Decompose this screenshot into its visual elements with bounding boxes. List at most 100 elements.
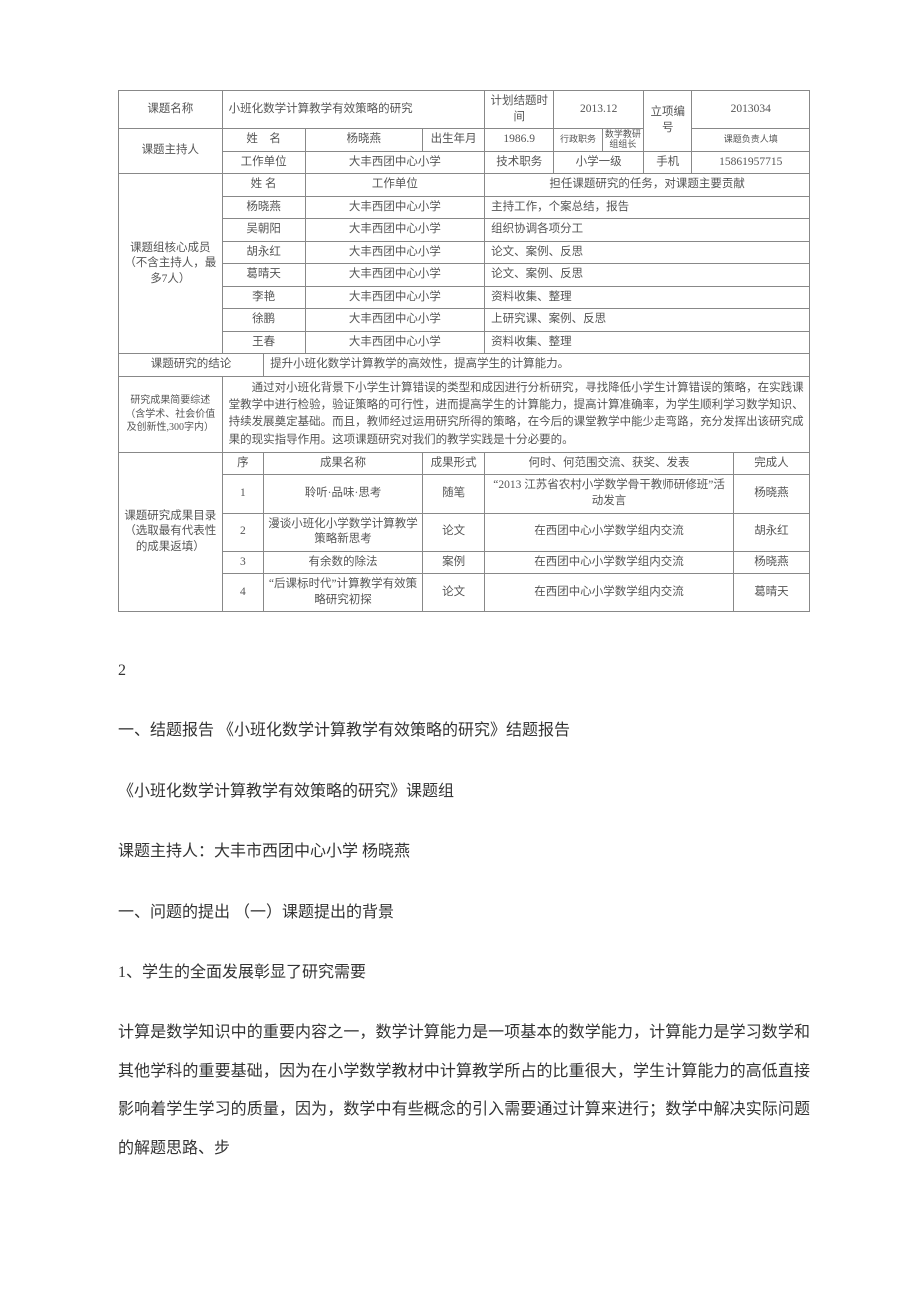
table-row: 1 聆听·品味·思考 随笔 “2013 江苏省农村小学数学骨干教师研修班”活动发… xyxy=(119,475,810,513)
cell-summary-label: 研究成果简要综述（含学术、社会价值及创新性,300字内） xyxy=(119,376,223,452)
cell-tech: 小学一级 xyxy=(554,151,644,174)
cell-result-seq: 2 xyxy=(222,513,263,551)
cell-members-h-name: 姓 名 xyxy=(222,174,305,197)
cell-results-h-name: 成果名称 xyxy=(264,452,423,475)
document-page: 课题名称 小班化数学计算教学有效策略的研究 计划结题时间 2013.12 立项编… xyxy=(0,0,920,1250)
cell-member-duty: 上研究课、案例、反思 xyxy=(485,309,810,332)
cell-member-unit: 大丰西团中心小学 xyxy=(305,264,485,287)
cell-member-name: 徐鹏 xyxy=(222,309,305,332)
host-line: 课题主持人：大丰市西团中心小学 杨晓燕 xyxy=(118,833,810,871)
cell-birth: 1986.9 xyxy=(485,129,554,152)
cell-result-seq: 3 xyxy=(222,551,263,574)
project-info-table: 课题名称 小班化数学计算教学有效策略的研究 计划结题时间 2013.12 立项编… xyxy=(118,90,810,612)
cell-result-name: 聆听·品味·思考 xyxy=(264,475,423,513)
cell-member-name: 吴朝阳 xyxy=(222,219,305,242)
cell-result-who: 胡永红 xyxy=(733,513,809,551)
cell-result-seq: 4 xyxy=(222,574,263,612)
cell-birth-label: 出生年月 xyxy=(422,129,484,152)
table-row: 3 有余数的除法 案例 在西团中心小学数学组内交流 杨晓燕 xyxy=(119,551,810,574)
cell-plan-end: 2013.12 xyxy=(554,91,644,129)
cell-host-label: 课题主持人 xyxy=(119,129,223,174)
cell-topic-name-label: 课题名称 xyxy=(119,91,223,129)
cell-results-h-form: 成果形式 xyxy=(422,452,484,475)
cell-conclusion: 提升小班化数学计算教学的高效性，提高学生的计算能力。 xyxy=(264,354,810,377)
cell-member-unit: 大丰西团中心小学 xyxy=(305,309,485,332)
cell-member-duty: 主持工作，个案总结，报告 xyxy=(485,196,810,219)
cell-result-form: 论文 xyxy=(422,513,484,551)
table-row: 课题名称 小班化数学计算教学有效策略的研究 计划结题时间 2013.12 立项编… xyxy=(119,91,810,129)
cell-topic-name: 小班化数学计算教学有效策略的研究 xyxy=(222,91,485,129)
report-heading: 一、结题报告 《小班化数学计算教学有效策略的研究》结题报告 xyxy=(118,712,810,750)
cell-result-form: 随笔 xyxy=(422,475,484,513)
cell-result-name: 有余数的除法 xyxy=(264,551,423,574)
group-line: 《小班化数学计算教学有效策略的研究》课题组 xyxy=(118,773,810,811)
table-row: 工作单位 大丰西团中心小学 技术职务 小学一级 手机 15861957715 xyxy=(119,151,810,174)
cell-member-name: 葛晴天 xyxy=(222,264,305,287)
body-text: 2 一、结题报告 《小班化数学计算教学有效策略的研究》结题报告 《小班化数学计算… xyxy=(118,652,810,1168)
cell-results-h-when: 何时、何范围交流、获奖、发表 xyxy=(485,452,734,475)
cell-results-label: 课题研究成果目录 （选取最有代表性的成果返填） xyxy=(119,452,223,611)
table-row: 杨晓燕 大丰西团中心小学 主持工作，个案总结，报告 xyxy=(119,196,810,219)
table-row: 课题主持人 姓 名 杨晓燕 出生年月 1986.9 行政职务 数学教研组组长 课… xyxy=(119,129,810,152)
cell-member-duty: 组织协调各项分工 xyxy=(485,219,810,242)
cell-member-name: 胡永红 xyxy=(222,241,305,264)
cell-member-unit: 大丰西团中心小学 xyxy=(305,286,485,309)
page-number: 2 xyxy=(118,652,810,690)
cell-result-when: “2013 江苏省农村小学数学骨干教师研修班”活动发言 xyxy=(485,475,734,513)
cell-member-duty: 资料收集、整理 xyxy=(485,331,810,354)
cell-member-duty: 论文、案例、反思 xyxy=(485,241,810,264)
table-row: 王春 大丰西团中心小学 资料收集、整理 xyxy=(119,331,810,354)
cell-unit: 大丰西团中心小学 xyxy=(305,151,485,174)
cell-member-unit: 大丰西团中心小学 xyxy=(305,196,485,219)
cell-member-duty: 论文、案例、反思 xyxy=(485,264,810,287)
cell-result-who: 杨晓燕 xyxy=(733,475,809,513)
cell-result-name: “后课标时代”计算教学有效策略研究初探 xyxy=(264,574,423,612)
paragraph: 计算是数学知识中的重要内容之一，数学计算能力是一项基本的数学能力，计算能力是学习… xyxy=(118,1014,810,1168)
results-label-note: （选取最有代表性的成果返填） xyxy=(124,525,216,553)
cell-member-unit: 大丰西团中心小学 xyxy=(305,241,485,264)
cell-result-who: 葛晴天 xyxy=(733,574,809,612)
cell-member-name: 王春 xyxy=(222,331,305,354)
table-row: 课题研究成果目录 （选取最有代表性的成果返填） 序 成果名称 成果形式 何时、何… xyxy=(119,452,810,475)
results-label-text: 课题研究成果目录 xyxy=(124,510,216,522)
cell-result-when: 在西团中心小学数学组内交流 xyxy=(485,513,734,551)
cell-tech-label: 技术职务 xyxy=(485,151,554,174)
cell-result-who: 杨晓燕 xyxy=(733,551,809,574)
cell-proj-no-label: 立项编号 xyxy=(644,91,692,152)
table-row: 吴朝阳 大丰西团中心小学 组织协调各项分工 xyxy=(119,219,810,242)
table-row: 2 漫谈小班化小学数学计算教学策略新思考 论文 在西团中心小学数学组内交流 胡永… xyxy=(119,513,810,551)
cell-phone-label: 手机 xyxy=(644,151,692,174)
table-row: 徐鹏 大丰西团中心小学 上研究课、案例、反思 xyxy=(119,309,810,332)
cell-result-form: 案例 xyxy=(422,551,484,574)
paragraph: 1、学生的全面发展彰显了研究需要 xyxy=(118,954,810,992)
cell-member-unit: 大丰西团中心小学 xyxy=(305,219,485,242)
cell-members-h-duty: 担任课题研究的任务，对课题主要贡献 xyxy=(485,174,810,197)
cell-proj-no: 2013034 xyxy=(692,91,810,129)
cell-name: 杨晓燕 xyxy=(305,129,422,152)
table-row: 研究成果简要综述（含学术、社会价值及创新性,300字内） 通过对小班化背景下小学… xyxy=(119,376,810,452)
cell-plan-end-label: 计划结题时间 xyxy=(485,91,554,129)
table-row: 胡永红 大丰西团中心小学 论文、案例、反思 xyxy=(119,241,810,264)
cell-result-form: 论文 xyxy=(422,574,484,612)
section-heading: 一、问题的提出 （一）课题提出的背景 xyxy=(118,894,810,932)
cell-name-label: 姓 名 xyxy=(222,129,305,152)
cell-results-h-seq: 序 xyxy=(222,452,263,475)
cell-result-when: 在西团中心小学数学组内交流 xyxy=(485,551,734,574)
cell-summary: 通过对小班化背景下小学生计算错误的类型和成因进行分析研究，寻找降低小学生计算错误… xyxy=(222,376,809,452)
cell-result-when: 在西团中心小学数学组内交流 xyxy=(485,574,734,612)
cell-result-name: 漫谈小班化小学数学计算教学策略新思考 xyxy=(264,513,423,551)
cell-members-h-unit: 工作单位 xyxy=(305,174,485,197)
table-row: 4 “后课标时代”计算教学有效策略研究初探 论文 在西团中心小学数学组内交流 葛… xyxy=(119,574,810,612)
cell-members-label: 课题组核心成员（不含主持人，最多7人） xyxy=(119,174,223,354)
table-row: 李艳 大丰西团中心小学 资料收集、整理 xyxy=(119,286,810,309)
cell-results-h-who: 完成人 xyxy=(733,452,809,475)
cell-result-seq: 1 xyxy=(222,475,263,513)
cell-unit-label: 工作单位 xyxy=(222,151,305,174)
cell-conclusion-label: 课题研究的结论 xyxy=(119,354,264,377)
table-row: 葛晴天 大丰西团中心小学 论文、案例、反思 xyxy=(119,264,810,287)
cell-leader-fill-label: 课题负责人填 xyxy=(692,129,810,152)
cell-phone: 15861957715 xyxy=(692,151,810,174)
table-row: 课题研究的结论 提升小班化数学计算教学的高效性，提高学生的计算能力。 xyxy=(119,354,810,377)
cell-member-duty: 资料收集、整理 xyxy=(485,286,810,309)
cell-position: 数学教研组组长 xyxy=(602,129,643,152)
